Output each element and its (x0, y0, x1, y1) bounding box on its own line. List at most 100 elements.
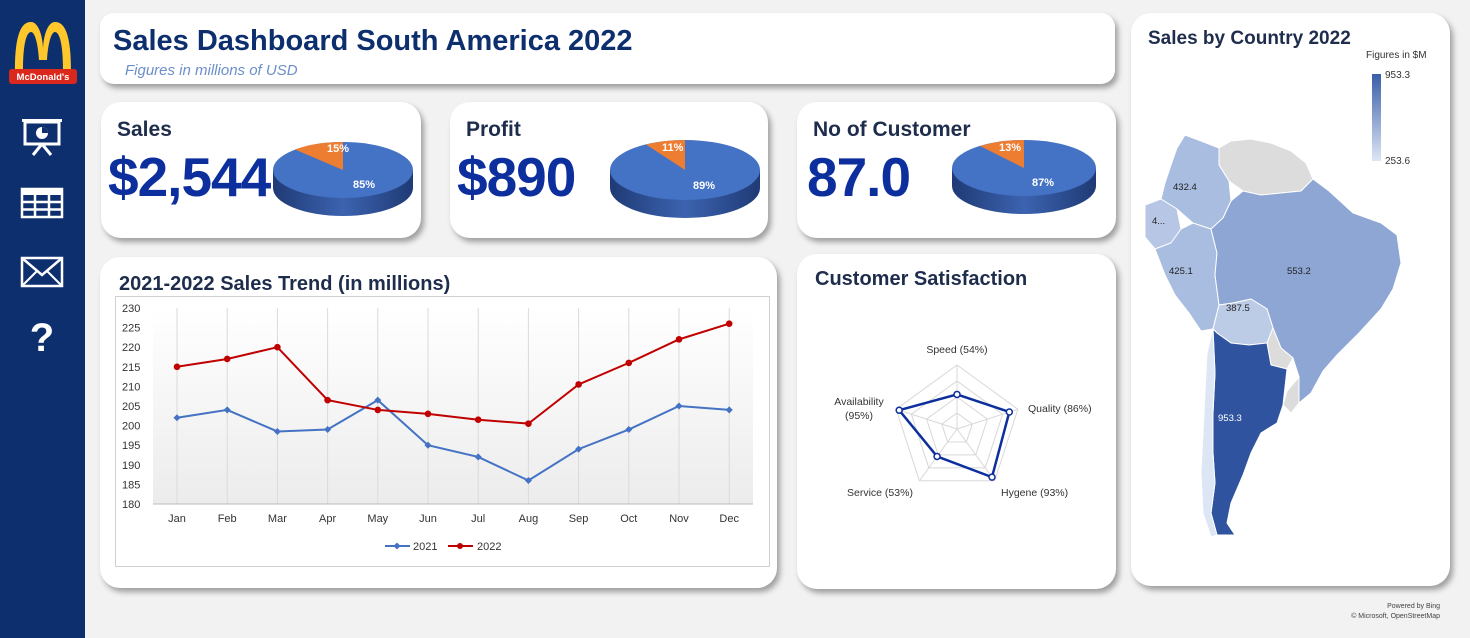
data-point-2021 (474, 453, 482, 461)
kpi-label: Sales (117, 118, 172, 141)
kpi-card-sales: Sales $2,544 15% 85% (101, 102, 421, 238)
mail-icon[interactable] (19, 254, 65, 294)
help-icon[interactable]: ? (29, 316, 55, 360)
data-point-2022 (575, 381, 582, 388)
radar-axis (895, 408, 958, 430)
radar-gridline (895, 364, 1019, 482)
map-region-chile (1200, 328, 1218, 538)
page-subtitle: Figures in millions of USD (125, 62, 298, 79)
pie-main-label: 89% (693, 180, 715, 192)
y-tick-label: 200 (122, 421, 140, 433)
radar-label-availability: Availability (834, 396, 884, 408)
legend-2022-label: 2022 (477, 541, 501, 553)
legend-2021-marker (393, 542, 401, 550)
y-tick-label: 185 (122, 479, 140, 491)
x-tick-label: Feb (218, 513, 237, 525)
kpi-value: $890 (457, 146, 576, 208)
radar-label-service: Service (53%) (847, 487, 913, 499)
data-point-2022 (223, 355, 231, 363)
pie-minor-label: 13% (999, 142, 1021, 154)
x-tick-label: May (367, 513, 388, 525)
data-point-2021 (725, 406, 733, 414)
map-legend-min: 253.6 (1385, 156, 1411, 167)
pie-minor-label: 11% (662, 142, 684, 154)
pie-minor-slice (295, 141, 343, 170)
x-tick-label: Jul (471, 513, 485, 525)
radar-series-line (896, 393, 1011, 479)
title-card: Sales Dashboard South America 2022 Figur… (100, 13, 1115, 84)
radar-label-quality: Quality (86%) (1028, 403, 1092, 415)
kpi-pie-chart: 15% 85% (273, 141, 413, 216)
y-tick-label: 220 (122, 342, 140, 354)
south-america-map: 432.4 4... 425.1 553.2 387.5 953.3 (1144, 134, 1402, 538)
data-point-2021 (374, 396, 382, 404)
y-tick-label: 195 (122, 440, 140, 452)
radar-point (1005, 408, 1014, 416)
satisfaction-title: Customer Satisfaction (815, 268, 1028, 290)
radar-label-speed: Speed (54%) (926, 344, 987, 356)
map-legend-max: 953.3 (1385, 70, 1411, 81)
kpi-card-customers: No of Customer 87.0 13% 87% (797, 102, 1116, 238)
y-tick-label: 210 (122, 381, 140, 393)
data-point-2021 (324, 425, 332, 434)
data-point-2022 (274, 343, 281, 351)
x-tick-label: Aug (519, 513, 539, 525)
y-tick-label: 180 (122, 499, 140, 511)
map-value-colombia: 432.4 (1173, 182, 1197, 193)
y-tick-label: 190 (122, 460, 140, 472)
map-value-ecuador: 4... (1152, 216, 1165, 227)
pie-main-label: 85% (353, 179, 375, 191)
map-title: Sales by Country 2022 (1148, 28, 1351, 49)
y-tick-label: 225 (122, 323, 140, 335)
radar-axis (956, 428, 996, 482)
map-credit-bing: Powered by Bing (1387, 603, 1440, 610)
sales-trend-chart: 180 185 190 195 200 205 210 215 220 225 230 Jan Feb… (115, 296, 770, 567)
x-tick-label: Jan (168, 513, 186, 525)
trend-title: 2021-2022 Sales Trend (in millions) (119, 273, 451, 295)
y-tick-label: 215 (122, 362, 140, 374)
kpi-card-profit: Profit $890 11% 89% (450, 102, 768, 238)
sales-by-country-card: Sales by Country 2022 Figures in $M 953.… (1131, 13, 1450, 586)
pie-minor-label: 15% (327, 143, 349, 155)
pie-main-label: 87% (1032, 177, 1054, 189)
data-point-2021 (273, 427, 281, 436)
legend-2022-marker (457, 543, 463, 549)
map-legend-scale (1372, 74, 1381, 161)
data-point-2021 (223, 406, 231, 414)
y-tick-label: 230 (122, 303, 140, 315)
data-point-2021 (424, 441, 432, 449)
kpi-pie-chart: 11% 89% (610, 140, 760, 218)
series-line-2021 (176, 398, 730, 482)
map-credit-osm: © Microsoft, OpenStreetMap (1351, 613, 1440, 620)
data-point-2022 (173, 363, 181, 371)
page-title: Sales Dashboard South America 2022 (113, 25, 633, 57)
radar-point (953, 390, 961, 399)
data-point-2022 (324, 396, 331, 404)
series-line-2022 (176, 322, 730, 425)
kpi-pie-chart: 13% 87% (952, 140, 1096, 214)
radar-point (988, 473, 996, 481)
plot-area (153, 308, 753, 504)
logo-text: McDonald's (17, 72, 70, 83)
map-value-argentina: 953.3 (1218, 413, 1242, 424)
trend-legend: 2021 2022 (385, 541, 501, 553)
kpi-label: No of Customer (813, 118, 971, 141)
table-icon[interactable] (19, 186, 65, 226)
data-point-2022 (675, 336, 683, 343)
mcdonalds-logo: McDonald's (9, 20, 77, 86)
map-value-bolivia: 387.5 (1226, 303, 1250, 314)
map-value-peru: 425.1 (1169, 266, 1193, 277)
data-point-2022 (374, 406, 382, 414)
data-point-2022 (625, 359, 633, 367)
radar-point (895, 406, 903, 414)
data-point-2022 (474, 416, 482, 424)
presentation-icon[interactable] (19, 117, 65, 157)
radar-point (933, 452, 941, 461)
sales-trend-card: 2021-2022 Sales Trend (in millions) 180 1… (100, 257, 777, 588)
x-tick-label: Nov (669, 513, 689, 525)
data-point-2022 (525, 420, 532, 427)
kpi-value: $2,544 (108, 146, 271, 208)
radar-gridline (925, 396, 989, 456)
x-tick-label: Jun (419, 513, 437, 525)
customer-satisfaction-card: Customer Satisfaction Speed (54%) Qualit… (797, 254, 1116, 589)
